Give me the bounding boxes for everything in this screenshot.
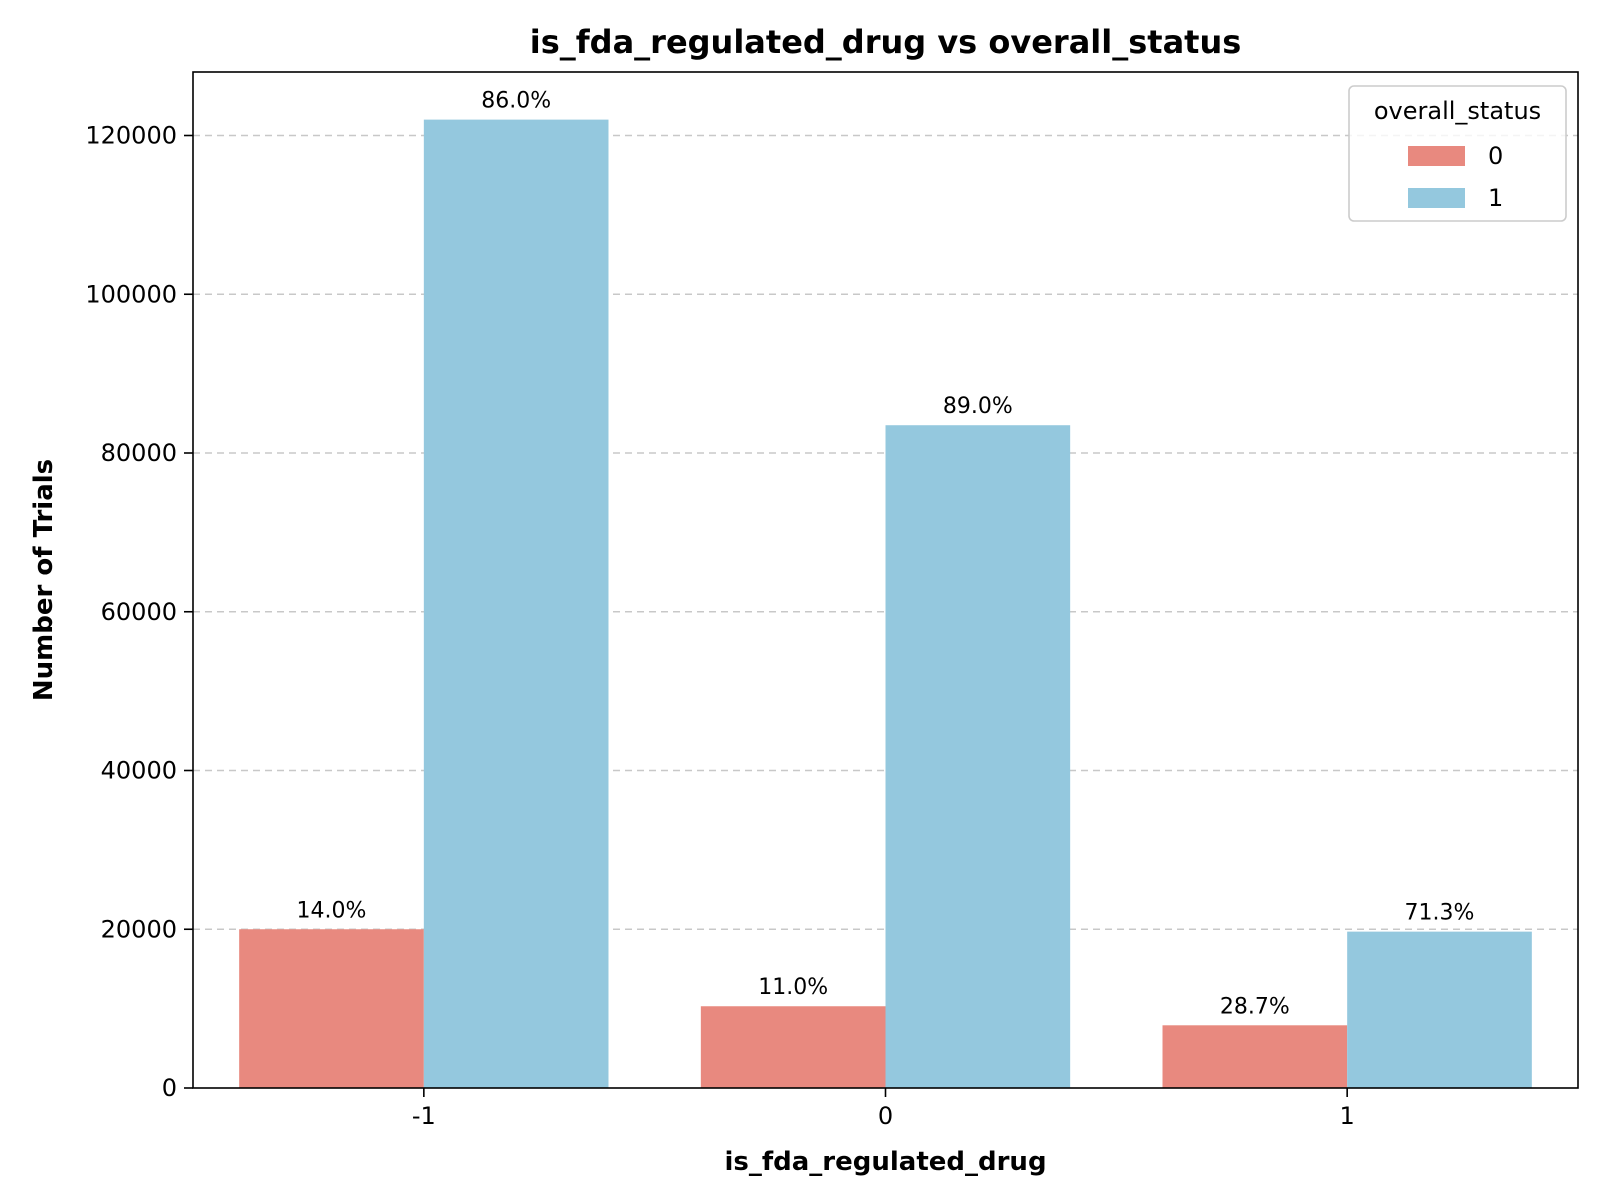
bar--1-status-0 <box>239 929 424 1088</box>
chart-title: is_fda_regulated_drug vs overall_status <box>530 23 1242 61</box>
legend-swatch-1 <box>1408 188 1465 208</box>
bars <box>239 119 1532 1088</box>
x-tick-label: 0 <box>878 1102 893 1130</box>
bar-value-label: 86.0% <box>481 89 551 114</box>
x-axis-label: is_fda_regulated_drug <box>724 1147 1046 1177</box>
bar-labels: 14.0% 86.0% 11.0% 89.0% 28.7% 71.3% <box>297 89 1475 1020</box>
x-tick-label: -1 <box>412 1102 436 1130</box>
legend-swatch-0 <box>1408 146 1465 166</box>
legend-label-0: 0 <box>1488 142 1503 170</box>
y-tick-label: 40000 <box>101 757 177 785</box>
y-tick-label: 80000 <box>101 439 177 467</box>
bar-1-status-1 <box>1347 931 1532 1088</box>
y-tick-label: 100000 <box>85 280 177 308</box>
bar-0-status-0 <box>700 1006 886 1088</box>
y-tick-label: 60000 <box>101 598 177 626</box>
y-axis-ticks: 0 20000 40000 60000 80000 100000 120000 <box>85 122 193 1102</box>
bar-0-status-1 <box>885 425 1071 1088</box>
bar-1-status-0 <box>1162 1025 1348 1088</box>
bar-value-label: 89.0% <box>943 394 1013 419</box>
y-tick-label: 20000 <box>101 915 177 943</box>
legend-items: 01 <box>1408 142 1503 212</box>
legend: overall_status 01 <box>1348 85 1567 222</box>
x-axis-ticks: -1 0 1 <box>412 1088 1355 1130</box>
y-tick-label: 0 <box>162 1074 177 1102</box>
y-axis-label: Number of Trials <box>29 459 59 701</box>
legend-title: overall_status <box>1374 97 1541 125</box>
legend-label-1: 1 <box>1488 184 1503 212</box>
bar-value-label: 14.0% <box>297 898 367 923</box>
y-tick-label: 120000 <box>85 122 177 150</box>
x-tick-label: 1 <box>1340 1102 1355 1130</box>
bar-value-label: 11.0% <box>758 975 828 1000</box>
bar-value-label: 28.7% <box>1220 994 1290 1019</box>
bar--1-status-1 <box>423 119 609 1088</box>
bar-value-label: 71.3% <box>1405 901 1475 926</box>
